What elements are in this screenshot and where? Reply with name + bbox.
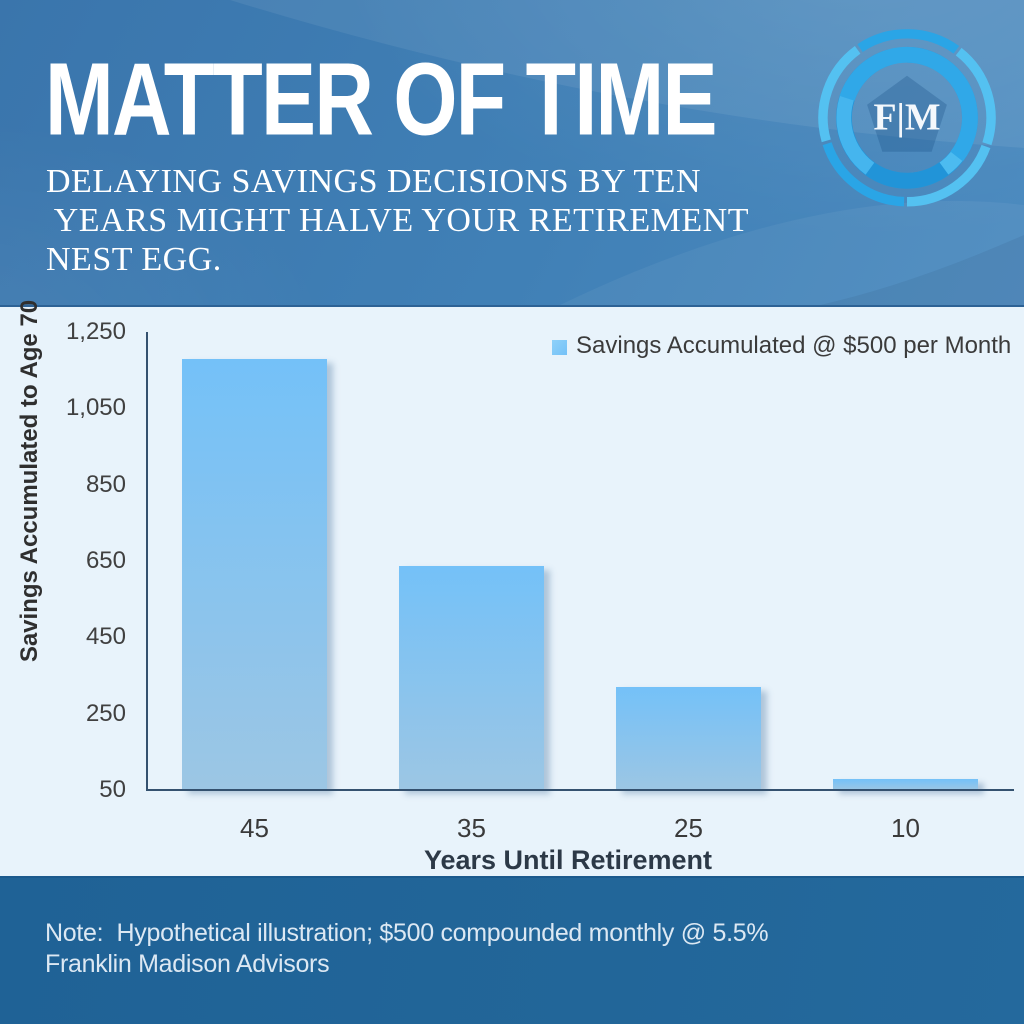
page-title: MATTER OF TIME [45, 41, 718, 157]
footer-note-line1: Note: Hypothetical illustration; $500 co… [45, 919, 769, 947]
logo-monogram: F|M [873, 96, 940, 138]
x-tick-label: 10 [891, 813, 920, 843]
bar-25 [616, 686, 761, 790]
company-logo: F|M [818, 29, 996, 207]
y-tick-label: 1,250 [65, 318, 126, 345]
bar-35 [399, 566, 544, 790]
header: MATTER OF TIME DELAYING SAVINGS DECISION… [0, 0, 1024, 305]
x-axis-line [146, 789, 1014, 791]
subtitle: DELAYING SAVINGS DECISIONS BY TEN YEARS … [46, 162, 749, 279]
legend: Savings Accumulated @ $500 per Month [552, 331, 1011, 361]
y-tick-label: 850 [85, 470, 126, 498]
footer-note-line2: Franklin Madison Advisors [45, 950, 330, 978]
x-tick-label: 45 [240, 813, 269, 843]
legend-label: Savings Accumulated @ $500 per Month [576, 332, 1012, 359]
subtitle-line: NEST EGG. [46, 241, 222, 278]
x-tick-label: 25 [674, 813, 703, 843]
footer-note: Note: Hypothetical illustration; $500 co… [45, 918, 769, 980]
legend-swatch-icon [552, 339, 567, 355]
y-axis-line [146, 332, 148, 791]
y-tick-label: 1,050 [65, 394, 126, 422]
footer: Note: Hypothetical illustration; $500 co… [0, 876, 1024, 1024]
subtitle-line: DELAYING SAVINGS DECISIONS BY TEN [46, 163, 701, 200]
bar-45 [182, 358, 327, 790]
x-tick-label: 35 [457, 813, 486, 843]
x-axis-title: Years Until Retirement [423, 845, 713, 875]
y-tick-label: 650 [85, 547, 126, 574]
subtitle-line: YEARS MIGHT HALVE YOUR RETIREMENT [46, 202, 749, 239]
y-tick-label: 250 [85, 699, 126, 727]
logo-ribbon-swirl-icon [818, 29, 996, 207]
bar-10 [833, 778, 978, 790]
y-tick-label: 50 [99, 776, 126, 803]
y-tick-label: 450 [85, 623, 126, 651]
bar-chart: Savings Accumulated to Age 70 50 250 450 65… [0, 300, 1024, 876]
